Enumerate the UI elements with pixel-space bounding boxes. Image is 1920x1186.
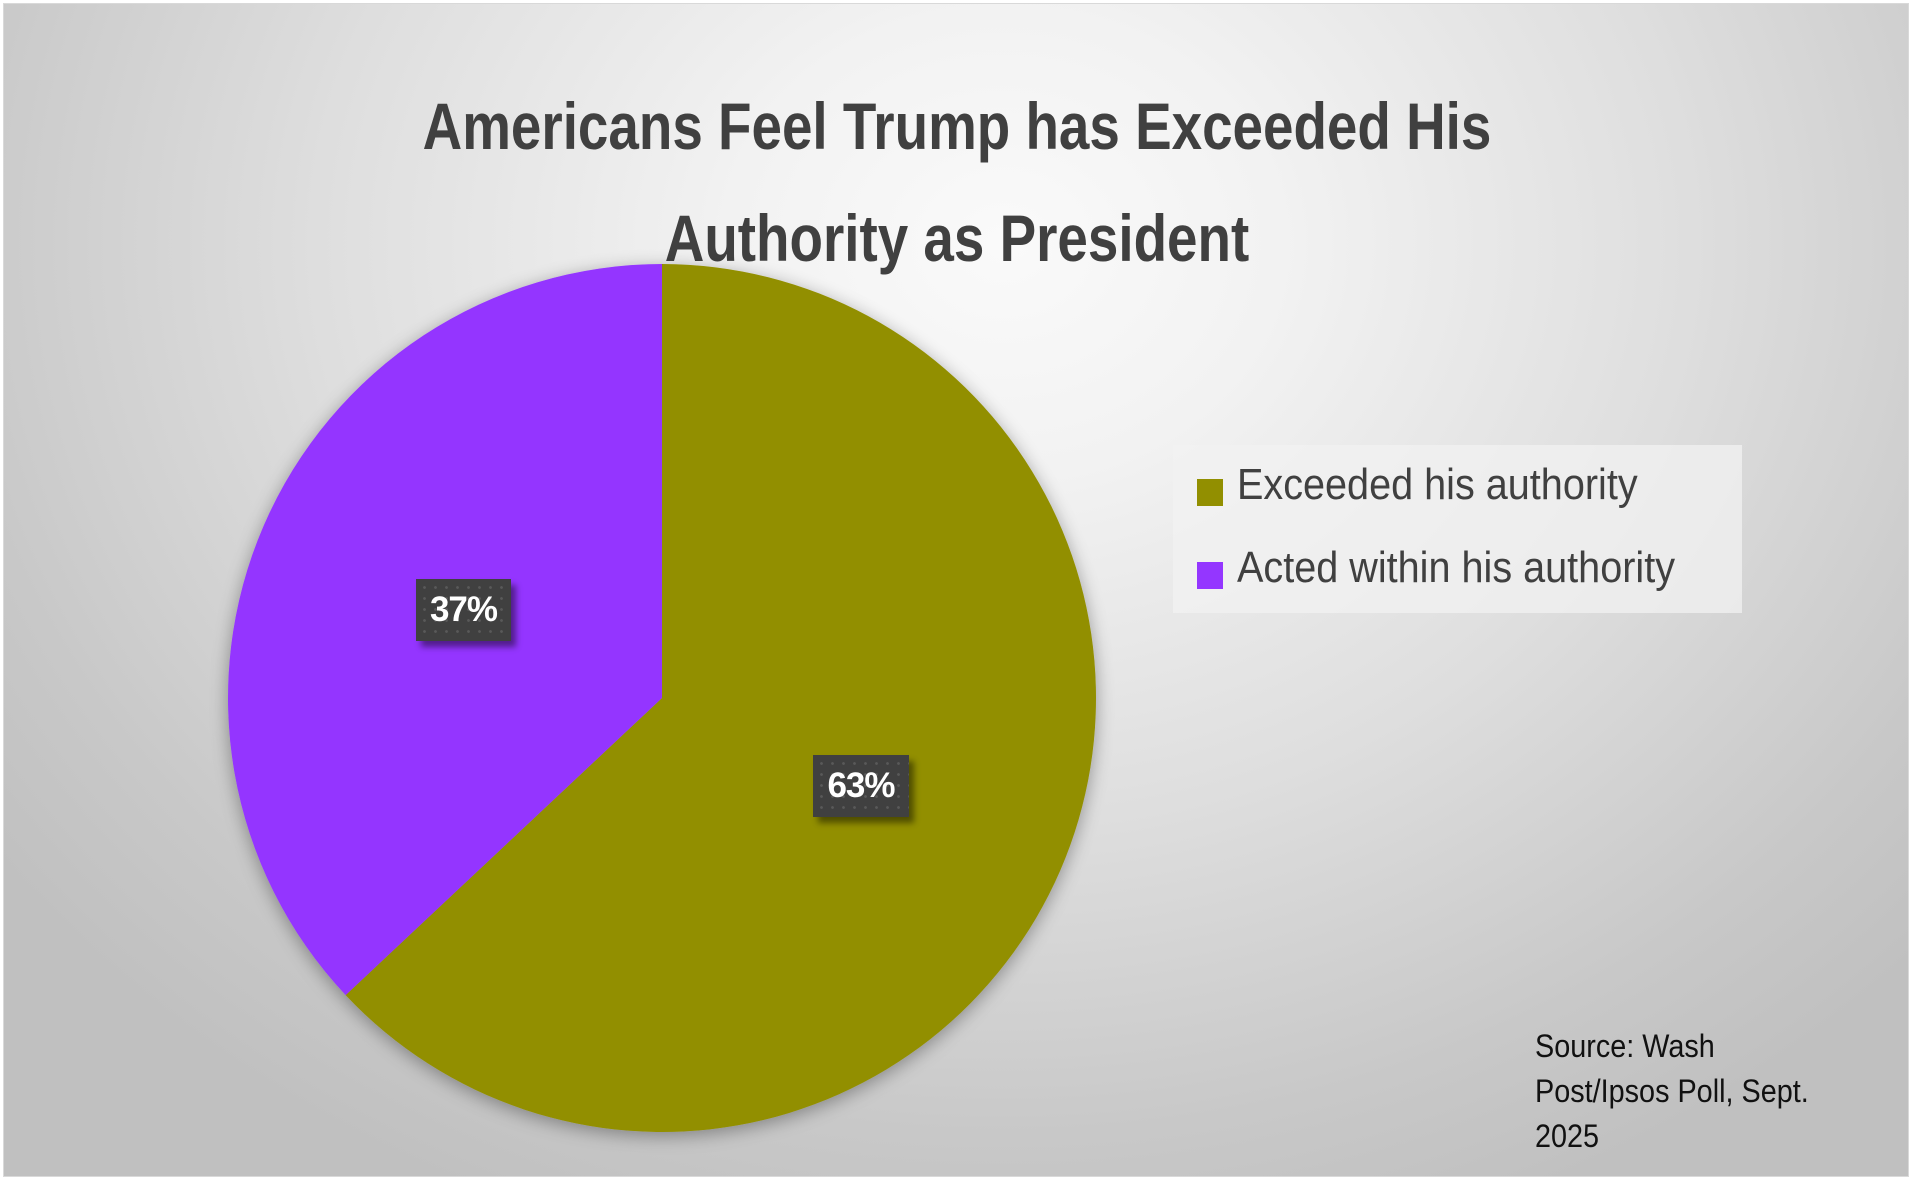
- source-line-3: 2025: [1535, 1118, 1600, 1154]
- data-label-acted-within: 37%: [416, 579, 511, 641]
- chart-title-line-2: Authority as President: [664, 201, 1250, 275]
- data-label-exceeded: 63%: [813, 755, 909, 817]
- pie-slice-exceeded: [345, 264, 1096, 1132]
- source-annotation: Source: Wash Post/Ipsos Poll, Sept. 2025: [1535, 1024, 1895, 1159]
- source-line-1: Source: Wash: [1535, 1028, 1715, 1064]
- legend-item-exceeded: Exceeded his authority: [1197, 460, 1737, 514]
- legend: Exceeded his authority Acted within his …: [1173, 445, 1742, 613]
- source-line-2: Post/Ipsos Poll, Sept.: [1535, 1073, 1809, 1109]
- legend-swatch-exceeded: [1197, 479, 1223, 506]
- legend-label-acted-within: Acted within his authority: [1237, 543, 1676, 592]
- legend-label-exceeded: Exceeded his authority: [1237, 460, 1638, 509]
- legend-swatch-acted-within: [1197, 562, 1223, 589]
- chart-title-line-1: Americans Feel Trump has Exceeded His: [422, 89, 1492, 163]
- chart-title: Americans Feel Trump has Exceeded His Au…: [0, 70, 1914, 294]
- legend-item-acted-within: Acted within his authority: [1197, 543, 1737, 597]
